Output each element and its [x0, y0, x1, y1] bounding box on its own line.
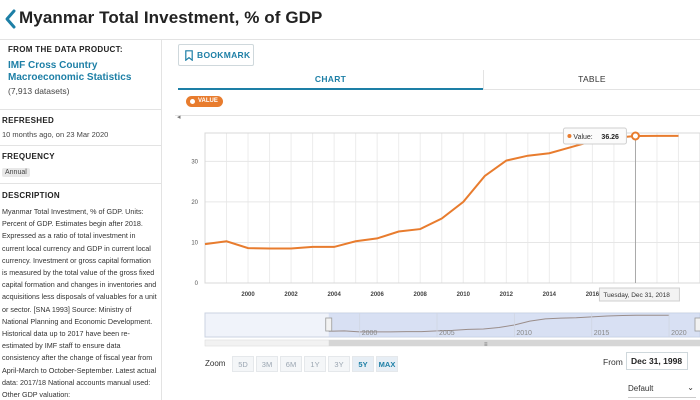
zoom-controls: Zoom 5D 3M 6M 1Y 3Y 5Y MAX [205, 355, 405, 373]
tooltip-series-dot [567, 134, 572, 138]
chevron-left-icon[interactable] [2, 8, 20, 30]
crosshair-label-box [598, 287, 680, 302]
zoom-button-5y[interactable]: 5Y [352, 356, 374, 372]
refreshed-section: REFRESHED 10 months ago, on 23 Mar 2020 [0, 110, 161, 146]
from-label: From [603, 357, 623, 367]
frequency-label: FREQUENCY [2, 152, 55, 161]
tab-chart[interactable]: CHART [178, 70, 483, 90]
page-title: Myanmar Total Investment, % of GDP [19, 8, 323, 27]
x-tick-label: 2010 [457, 292, 471, 298]
bookmark-label: BOOKMARK [197, 50, 251, 60]
zoom-button-5d[interactable]: 5D [232, 356, 254, 372]
frequency-badge: Annual [2, 168, 30, 177]
navigator-tick-label: 2005 [439, 330, 455, 337]
navigator-series-line [328, 314, 670, 333]
from-date-input[interactable]: Dec 31, 1998 [626, 352, 688, 370]
zoom-button-3y[interactable]: 3Y [328, 356, 350, 372]
chart-top-border [175, 115, 700, 125]
bookmark-icon [185, 50, 193, 61]
x-tick-label: 2008 [414, 292, 428, 298]
scroll-left-arrow-icon[interactable]: ◂ [177, 114, 181, 121]
data-product-link[interactable]: IMF Cross Country Macroeconomic Statisti… [8, 60, 132, 83]
x-tick-label: 2012 [500, 292, 514, 298]
line-chart[interactable]: 0 10 20 30 2000 2002 2004 2006 2008 2010 2012 2014 2… [0, 40, 700, 360]
navigator-tick-label: 2020 [671, 330, 687, 337]
tooltip-box [562, 127, 627, 145]
x-tick-label: 2014 [543, 292, 557, 298]
y-tick-label: 30 [191, 159, 198, 165]
refreshed-value: 10 months ago, on 23 Mar 2020 [2, 130, 109, 139]
header: Myanmar Total Investment, % of GDP [0, 0, 700, 40]
crosshair-label: Tuesday, Dec 31, 2018 [603, 292, 670, 299]
frequency-section: FREQUENCY Annual [0, 146, 161, 184]
refreshed-label: REFRESHED [2, 116, 55, 125]
x-tick-label: 2006 [370, 292, 384, 298]
series-toggle-value[interactable]: VALUE [186, 96, 223, 107]
data-product-label: FROM THE DATA PRODUCT: [8, 45, 123, 54]
zoom-button-6m[interactable]: 6M [280, 356, 302, 372]
x-tick-label: 2002 [284, 292, 298, 298]
x-tick-label: 2000 [241, 292, 255, 298]
zoom-button-3m[interactable]: 3M [256, 356, 278, 372]
description-section: DESCRIPTION Myanmar Total Investment, % … [0, 184, 161, 400]
navigator-scrollbar-thumb [328, 340, 700, 346]
y-tick-label: 20 [191, 200, 198, 206]
main-panel: BOOKMARK CHART TABLE VALUE ◂ [175, 40, 700, 400]
chevron-down-icon: ⌄ [687, 383, 694, 392]
zoom-button-1y[interactable]: 1Y [304, 356, 326, 372]
description-label: DESCRIPTION [2, 191, 60, 200]
y-tick-label: 0 [195, 281, 199, 287]
zoom-label: Zoom [205, 359, 226, 368]
navigator-tick-label: 2000 [362, 330, 378, 337]
default-select-label: Default [628, 384, 654, 393]
description-text: Myanmar Total Investment, % of GDP. Unit… [2, 207, 157, 400]
tab-table[interactable]: TABLE [483, 70, 700, 90]
x-tick-label: 2004 [327, 292, 341, 298]
navigator-tick-label: 2010 [516, 330, 532, 337]
view-tabs: CHART TABLE [178, 70, 700, 90]
data-product-box: FROM THE DATA PRODUCT: IMF Cross Country… [0, 40, 161, 110]
navigator-handle [694, 317, 700, 332]
data-point-highlight [630, 131, 640, 141]
navigator-tick-label: 2015 [594, 330, 610, 337]
x-tick-label: 2016 [586, 292, 600, 298]
dataset-count: (7,913 datasets) [8, 86, 70, 96]
navigator-handle [325, 317, 333, 332]
bookmark-button[interactable]: BOOKMARK [178, 44, 254, 66]
plot-border [204, 132, 700, 284]
sidebar: FROM THE DATA PRODUCT: IMF Cross Country… [0, 40, 162, 400]
zoom-button-max[interactable]: MAX [376, 356, 398, 372]
tooltip-value: 36.26 [601, 134, 619, 141]
y-tick-label: 10 [191, 240, 198, 246]
scrollbar-grip-icon: ≡ [484, 342, 488, 348]
default-select[interactable]: Default ⌄ [628, 383, 696, 398]
tooltip-label: Value: [573, 134, 592, 141]
